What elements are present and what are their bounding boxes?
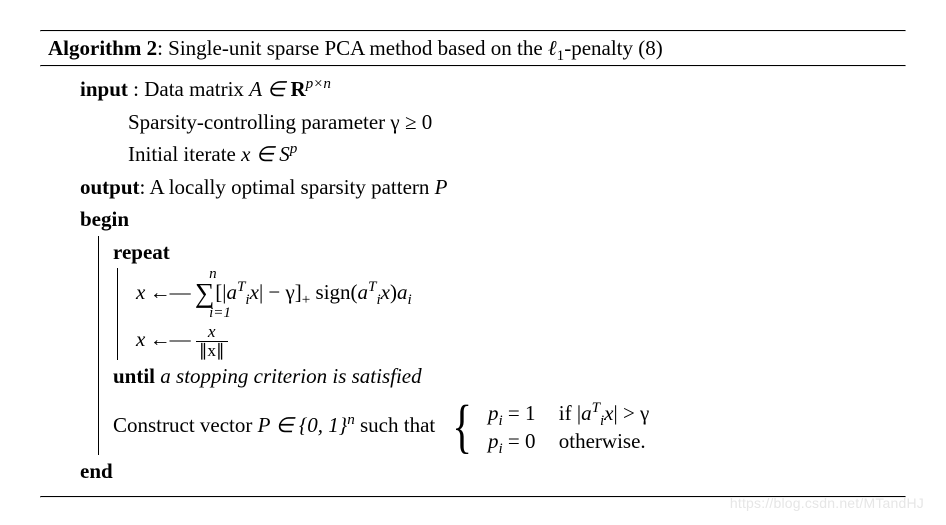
begin-keyword: begin xyxy=(80,207,129,231)
input-colon: : xyxy=(128,77,144,101)
algorithm-label: Algorithm 2 xyxy=(48,36,157,60)
begin-block-wrap: repeat x ←— ∑ni=1[|aTix| − γ]+ sign(aTix… xyxy=(48,236,898,456)
input-R: R xyxy=(290,77,305,101)
u1-sign: sign( xyxy=(310,280,357,304)
output-colon: : xyxy=(140,175,150,199)
repeat-line: repeat xyxy=(113,236,898,269)
u2-den: ∥x∥ xyxy=(196,341,228,360)
c1-eq: = 1 xyxy=(503,401,536,425)
input-line-2: Sparsity-controlling parameter γ ≥ 0 xyxy=(48,106,898,139)
input-A: A ∈ xyxy=(249,77,290,101)
c1-if: if | xyxy=(559,401,581,425)
u1-tail-a: a xyxy=(397,280,408,304)
output-text: A locally optimal sparsity pattern xyxy=(149,175,434,199)
c2-eq: = 0 xyxy=(503,429,536,453)
u1-lhs: x xyxy=(136,280,145,304)
repeat-keyword: repeat xyxy=(113,240,170,264)
repeat-block: x ←— ∑ni=1[|aTix| − γ]+ sign(aTix)ai x ←… xyxy=(117,268,898,360)
u2-arrow: ←— xyxy=(145,327,194,351)
update-step-1: x ←— ∑ni=1[|aTix| − γ]+ sign(aTix)ai xyxy=(136,268,898,320)
c1-a: a xyxy=(581,401,592,425)
c2-cond: otherwise. xyxy=(541,427,646,455)
case-2: pi = 0 otherwise. xyxy=(488,427,649,455)
c1-gt: | > γ xyxy=(614,401,650,425)
u2-lhs: x xyxy=(136,327,145,351)
algorithm-body: input : Data matrix A ∈ Rp×n Sparsity-co… xyxy=(40,67,906,496)
input-R-exp: p×n xyxy=(306,76,331,92)
update-step-2: x ←— x ∥x∥ xyxy=(136,320,898,360)
c1-cond: if |aTix| > γ xyxy=(541,399,650,427)
u1-x1: x xyxy=(250,280,259,304)
sum-top: n xyxy=(209,260,217,289)
input-text-1a: Data matrix xyxy=(144,77,249,101)
until-line: until a stopping criterion is satisfied xyxy=(113,360,898,393)
c1-p: p xyxy=(488,401,499,425)
u1-a2: a xyxy=(358,280,369,304)
sum-symbol: ∑ni=1 xyxy=(195,268,214,320)
u1-close2: ) xyxy=(390,280,397,304)
end-line: end xyxy=(48,455,898,488)
watermark-text: https://blog.csdn.net/MTandHJ xyxy=(730,495,924,511)
u1-arrow: ←— xyxy=(145,280,194,304)
ell-symbol: ℓ xyxy=(548,36,557,60)
u1-tail-i: i xyxy=(407,292,411,308)
output-P: P xyxy=(435,175,448,199)
title-caption-a: Single-unit sparse PCA method based on t… xyxy=(168,36,548,60)
construct-P: P ∈ {0, 1} xyxy=(258,413,348,437)
output-keyword: output xyxy=(80,175,140,199)
input-Sp-exp: p xyxy=(290,141,298,157)
brace-left: { xyxy=(453,402,473,452)
construct-exp: n xyxy=(347,412,355,428)
input-line-3: Initial iterate x ∈ Sp xyxy=(48,138,898,171)
input-text-3a: Initial iterate xyxy=(128,142,241,166)
u1-x2: x xyxy=(381,280,390,304)
until-keyword: until xyxy=(113,364,155,388)
construct-b: such that xyxy=(355,413,441,437)
input-keyword: input xyxy=(80,77,128,101)
input-text-2a: Sparsity-controlling parameter xyxy=(128,110,390,134)
algorithm-title-row: Algorithm 2: Single-unit sparse PCA meth… xyxy=(40,32,906,65)
input-xS: x ∈ S xyxy=(241,142,290,166)
sum-bot: i=1 xyxy=(209,299,231,328)
u1-close1: | − γ] xyxy=(259,280,302,304)
end-keyword: end xyxy=(80,459,113,483)
begin-block: repeat x ←— ∑ni=1[|aTix| − γ]+ sign(aTix… xyxy=(98,236,898,456)
c1-x: x xyxy=(604,401,613,425)
begin-line: begin xyxy=(48,203,898,236)
cases-block: pi = 1 if |aTix| > γ pi = 0 otherwise. xyxy=(488,399,649,456)
until-text: a stopping criterion is satisfied xyxy=(155,364,422,388)
u2-frac: x ∥x∥ xyxy=(196,323,228,360)
c2-p: p xyxy=(488,429,499,453)
c1-aT: T xyxy=(592,400,600,416)
algorithm-block: Algorithm 2: Single-unit sparse PCA meth… xyxy=(0,0,946,518)
input-gamma: γ ≥ 0 xyxy=(390,110,432,134)
output-line: output: A locally optimal sparsity patte… xyxy=(48,171,898,204)
title-colon: : xyxy=(157,36,168,60)
construct-a: Construct vector xyxy=(113,413,258,437)
case-1: pi = 1 if |aTix| > γ xyxy=(488,399,649,427)
input-line-1: input : Data matrix A ∈ Rp×n xyxy=(48,73,898,106)
title-caption-b: -penalty (8) xyxy=(564,36,663,60)
construct-line: Construct vector P ∈ {0, 1}n such that {… xyxy=(113,393,898,456)
